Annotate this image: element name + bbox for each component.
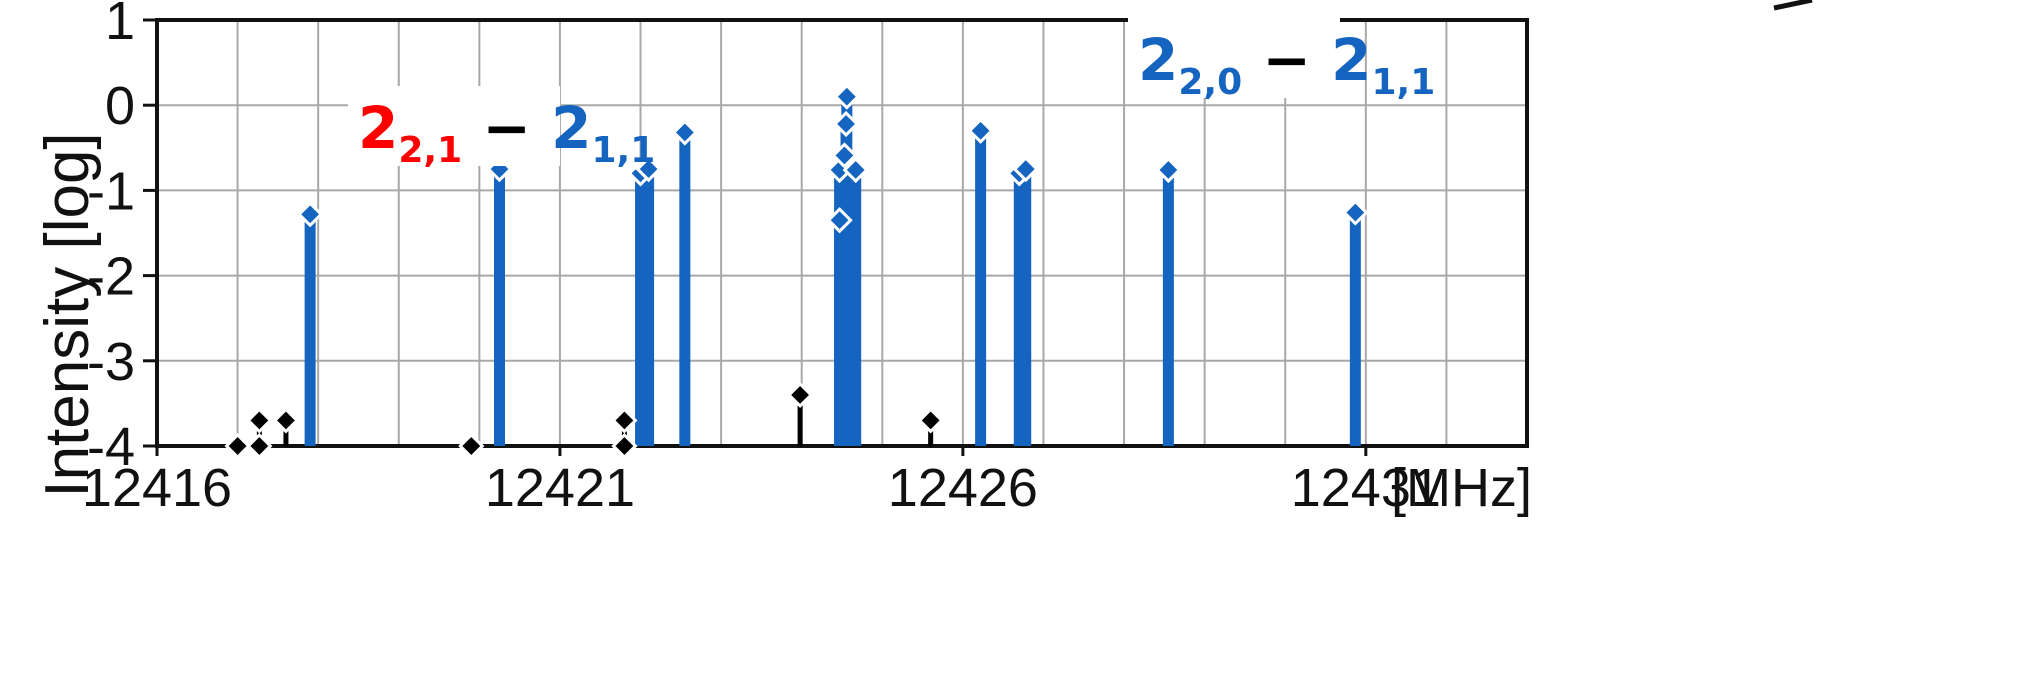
x-tick-label: 12416 bbox=[82, 458, 232, 518]
y-tick-label: 0 bbox=[105, 76, 135, 136]
label-background bbox=[348, 86, 560, 166]
annotations: 22,1 − 21,122,0 − 21,1 bbox=[348, 0, 1813, 171]
y-tick-label: 1 bbox=[105, 0, 135, 51]
data-point-marker bbox=[842, 156, 869, 184]
x-unit-label: [MHz] bbox=[1391, 458, 1532, 518]
label-part: 2,0 bbox=[1178, 62, 1242, 103]
data-point-marker bbox=[671, 119, 698, 146]
label-part: 1,1 bbox=[1371, 62, 1435, 103]
label-part: 2 bbox=[358, 94, 398, 162]
data-point-marker bbox=[246, 432, 273, 460]
data-point-marker bbox=[917, 407, 944, 434]
x-tick-label: 12426 bbox=[888, 458, 1038, 518]
data-point-marker bbox=[224, 432, 251, 460]
data-point-marker bbox=[1342, 199, 1369, 226]
x-tick-label: 12421 bbox=[485, 458, 635, 518]
data-point-marker bbox=[1012, 155, 1039, 183]
y-tick-label: -1 bbox=[87, 161, 135, 221]
label-part: − bbox=[462, 94, 551, 162]
label-part: 2 bbox=[1138, 26, 1178, 94]
data-point-marker bbox=[611, 407, 638, 434]
label-part: 1,1 bbox=[591, 130, 655, 171]
transition-label-right: 22,0 − 21,1 bbox=[1128, 18, 1435, 103]
data-point-marker bbox=[832, 110, 860, 138]
data-point-marker bbox=[831, 142, 858, 169]
data-point-marker bbox=[272, 407, 300, 434]
data-point-marker bbox=[458, 432, 485, 460]
data-point-marker bbox=[246, 407, 273, 434]
x-tick-label: 12431 bbox=[1291, 458, 1441, 518]
data-point-marker bbox=[611, 432, 638, 460]
data-point-marker bbox=[967, 117, 994, 144]
data-point-marker bbox=[786, 381, 814, 409]
data-point-marker bbox=[1155, 156, 1182, 184]
label-part: − bbox=[1242, 26, 1331, 94]
y-tick-label: -3 bbox=[87, 332, 135, 392]
y-tick-label: -2 bbox=[87, 247, 135, 307]
label-part: 2 bbox=[551, 94, 591, 162]
data-series bbox=[224, 83, 1369, 460]
transition-label-text: 22,1 − 21,1 bbox=[358, 94, 655, 171]
data-point-marker bbox=[296, 201, 324, 228]
cropped-line bbox=[1773, 0, 1813, 11]
y-axis-label: Intensity [log] bbox=[33, 132, 102, 497]
data-point-marker bbox=[635, 155, 662, 183]
data-point-marker bbox=[833, 83, 860, 110]
label-part: 2 bbox=[1331, 26, 1371, 94]
label-background bbox=[1128, 18, 1340, 98]
y-tick-label: -4 bbox=[87, 417, 135, 477]
transition-label-left: 22,1 − 21,1 bbox=[348, 86, 655, 171]
data-point-marker bbox=[826, 207, 853, 234]
transition-label-text: 22,0 − 21,1 bbox=[1138, 26, 1435, 103]
label-part: 2,1 bbox=[398, 130, 462, 171]
